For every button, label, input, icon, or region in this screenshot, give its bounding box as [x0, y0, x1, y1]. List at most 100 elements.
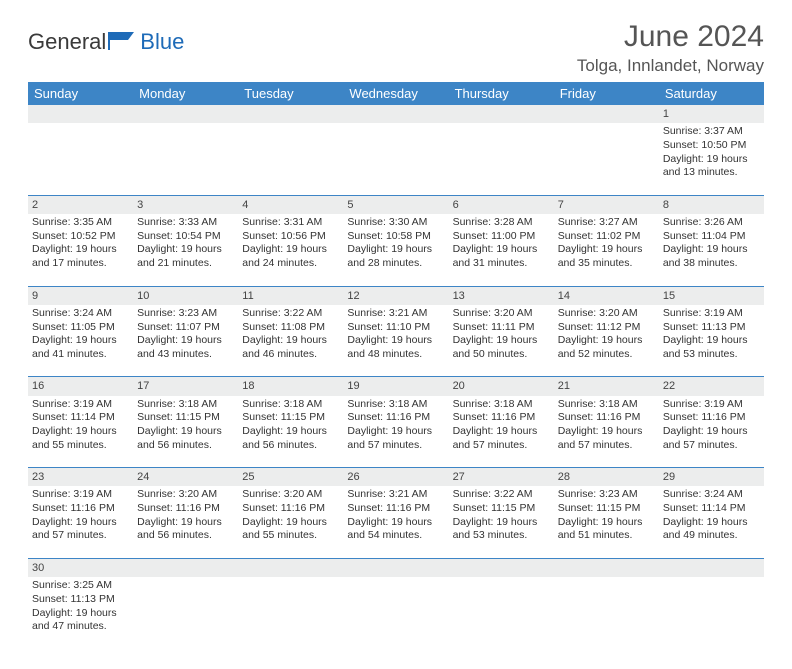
sunrise-text: Sunrise: 3:20 AM: [137, 488, 234, 502]
sunset-text: Sunset: 11:15 PM: [242, 411, 339, 425]
week-row: Sunrise: 3:19 AMSunset: 11:16 PMDaylight…: [28, 486, 764, 558]
sunset-text: Sunset: 11:00 PM: [453, 230, 550, 244]
day-cell: [659, 577, 764, 649]
day-cell: Sunrise: 3:19 AMSunset: 11:16 PMDaylight…: [28, 486, 133, 558]
weekday-header: Friday: [554, 82, 659, 105]
weekday-header: Saturday: [659, 82, 764, 105]
sunset-text: Sunset: 11:13 PM: [663, 321, 760, 335]
day-number: 11: [238, 286, 343, 305]
sunset-text: Sunset: 11:02 PM: [558, 230, 655, 244]
sunset-text: Sunset: 10:58 PM: [347, 230, 444, 244]
day-number: [449, 105, 554, 123]
day-number: [554, 558, 659, 577]
sunset-text: Sunset: 11:16 PM: [32, 502, 129, 516]
daylight-text: Daylight: 19 hours and 53 minutes.: [453, 516, 550, 543]
sunrise-text: Sunrise: 3:19 AM: [32, 398, 129, 412]
logo-flag-icon: [108, 28, 138, 55]
sunset-text: Sunset: 11:16 PM: [242, 502, 339, 516]
day-number: 21: [554, 377, 659, 396]
day-cell: Sunrise: 3:20 AMSunset: 11:16 PMDaylight…: [238, 486, 343, 558]
day-number: 28: [554, 468, 659, 487]
day-number: 20: [449, 377, 554, 396]
day-number: 17: [133, 377, 238, 396]
day-number: [238, 105, 343, 123]
daylight-text: Daylight: 19 hours and 17 minutes.: [32, 243, 129, 270]
day-number: 13: [449, 286, 554, 305]
daylight-text: Daylight: 19 hours and 13 minutes.: [663, 153, 760, 180]
sunrise-text: Sunrise: 3:19 AM: [663, 398, 760, 412]
sunset-text: Sunset: 11:15 PM: [558, 502, 655, 516]
day-number: 9: [28, 286, 133, 305]
day-cell: Sunrise: 3:23 AMSunset: 11:15 PMDaylight…: [554, 486, 659, 558]
daynum-row: 16171819202122: [28, 377, 764, 396]
daylight-text: Daylight: 19 hours and 53 minutes.: [663, 334, 760, 361]
location-text: Tolga, Innlandet, Norway: [577, 56, 764, 76]
day-number: [659, 558, 764, 577]
week-row: Sunrise: 3:37 AMSunset: 10:50 PMDaylight…: [28, 123, 764, 195]
day-cell: [343, 577, 448, 649]
sunrise-text: Sunrise: 3:23 AM: [137, 307, 234, 321]
weekday-header: Monday: [133, 82, 238, 105]
day-number: 18: [238, 377, 343, 396]
day-number: 26: [343, 468, 448, 487]
logo-text-1: General: [28, 29, 106, 55]
day-number: 8: [659, 195, 764, 214]
day-cell: Sunrise: 3:33 AMSunset: 10:54 PMDaylight…: [133, 214, 238, 286]
sunset-text: Sunset: 10:52 PM: [32, 230, 129, 244]
day-cell: Sunrise: 3:24 AMSunset: 11:05 PMDaylight…: [28, 305, 133, 377]
day-cell: [133, 577, 238, 649]
sunrise-text: Sunrise: 3:25 AM: [32, 579, 129, 593]
weekday-header-row: SundayMondayTuesdayWednesdayThursdayFrid…: [28, 82, 764, 105]
daylight-text: Daylight: 19 hours and 54 minutes.: [347, 516, 444, 543]
sunset-text: Sunset: 11:16 PM: [347, 411, 444, 425]
sunrise-text: Sunrise: 3:31 AM: [242, 216, 339, 230]
page-title: June 2024: [577, 20, 764, 54]
daylight-text: Daylight: 19 hours and 57 minutes.: [558, 425, 655, 452]
daylight-text: Daylight: 19 hours and 56 minutes.: [137, 516, 234, 543]
sunset-text: Sunset: 11:10 PM: [347, 321, 444, 335]
sunrise-text: Sunrise: 3:24 AM: [663, 488, 760, 502]
daylight-text: Daylight: 19 hours and 57 minutes.: [663, 425, 760, 452]
daylight-text: Daylight: 19 hours and 57 minutes.: [453, 425, 550, 452]
day-cell: Sunrise: 3:22 AMSunset: 11:15 PMDaylight…: [449, 486, 554, 558]
day-cell: Sunrise: 3:20 AMSunset: 11:12 PMDaylight…: [554, 305, 659, 377]
sunset-text: Sunset: 10:54 PM: [137, 230, 234, 244]
day-cell: [449, 123, 554, 195]
day-number: 15: [659, 286, 764, 305]
day-number: [343, 558, 448, 577]
title-block: June 2024 Tolga, Innlandet, Norway: [577, 20, 764, 76]
week-row: Sunrise: 3:25 AMSunset: 11:13 PMDaylight…: [28, 577, 764, 649]
day-number: 3: [133, 195, 238, 214]
daylight-text: Daylight: 19 hours and 24 minutes.: [242, 243, 339, 270]
sunset-text: Sunset: 11:14 PM: [663, 502, 760, 516]
sunrise-text: Sunrise: 3:23 AM: [558, 488, 655, 502]
weekday-header: Wednesday: [343, 82, 448, 105]
day-number: [554, 105, 659, 123]
sunrise-text: Sunrise: 3:21 AM: [347, 488, 444, 502]
sunset-text: Sunset: 11:08 PM: [242, 321, 339, 335]
day-cell: Sunrise: 3:22 AMSunset: 11:08 PMDaylight…: [238, 305, 343, 377]
day-number: 1: [659, 105, 764, 123]
day-cell: Sunrise: 3:19 AMSunset: 11:13 PMDaylight…: [659, 305, 764, 377]
sunset-text: Sunset: 11:05 PM: [32, 321, 129, 335]
sunset-text: Sunset: 11:16 PM: [453, 411, 550, 425]
day-number: 4: [238, 195, 343, 214]
daylight-text: Daylight: 19 hours and 57 minutes.: [347, 425, 444, 452]
sunset-text: Sunset: 11:11 PM: [453, 321, 550, 335]
daylight-text: Daylight: 19 hours and 56 minutes.: [137, 425, 234, 452]
daynum-row: 30: [28, 558, 764, 577]
day-cell: [28, 123, 133, 195]
day-cell: Sunrise: 3:37 AMSunset: 10:50 PMDaylight…: [659, 123, 764, 195]
day-number: 27: [449, 468, 554, 487]
daylight-text: Daylight: 19 hours and 47 minutes.: [32, 607, 129, 634]
sunset-text: Sunset: 11:04 PM: [663, 230, 760, 244]
day-cell: [238, 577, 343, 649]
sunrise-text: Sunrise: 3:27 AM: [558, 216, 655, 230]
day-number: 6: [449, 195, 554, 214]
day-cell: Sunrise: 3:28 AMSunset: 11:00 PMDaylight…: [449, 214, 554, 286]
day-number: [133, 105, 238, 123]
daylight-text: Daylight: 19 hours and 55 minutes.: [32, 425, 129, 452]
sunrise-text: Sunrise: 3:35 AM: [32, 216, 129, 230]
sunset-text: Sunset: 10:50 PM: [663, 139, 760, 153]
daylight-text: Daylight: 19 hours and 46 minutes.: [242, 334, 339, 361]
